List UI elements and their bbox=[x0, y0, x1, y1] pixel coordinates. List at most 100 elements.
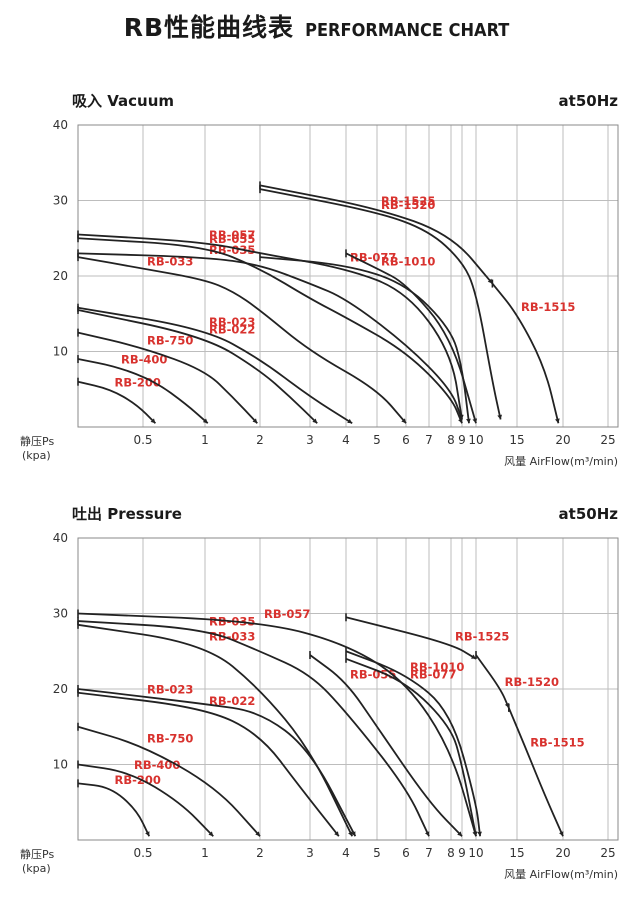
x-tick-label: 20 bbox=[555, 846, 570, 860]
series-label: RB-1010 bbox=[381, 254, 435, 268]
x-axis-label: 风量 AirFlow(m³/min) bbox=[504, 868, 618, 881]
x-tick-label: 4 bbox=[342, 433, 350, 447]
series-label: RB-200 bbox=[115, 375, 161, 389]
x-tick-label: 3 bbox=[306, 433, 314, 447]
series-end-arrow bbox=[559, 831, 564, 837]
x-tick-label: 9 bbox=[458, 433, 466, 447]
series-label: RB-023 bbox=[209, 315, 255, 329]
series-end-arrow bbox=[252, 418, 258, 424]
y-tick-label: 30 bbox=[53, 607, 68, 621]
series-curve-rb-055 bbox=[309, 654, 463, 837]
x-tick-label: 8 bbox=[447, 433, 455, 447]
series-curve-rb-022 bbox=[77, 309, 318, 424]
x-tick-label: 6 bbox=[402, 846, 410, 860]
x-tick-label: 0.5 bbox=[133, 846, 152, 860]
series-label: RB-750 bbox=[147, 334, 193, 348]
x-tick-label: 5 bbox=[373, 846, 381, 860]
series-end-arrow bbox=[477, 831, 482, 837]
series-curve-rb-023 bbox=[77, 688, 357, 837]
x-tick-label: 10 bbox=[468, 846, 483, 860]
series-label: RB-400 bbox=[134, 758, 180, 772]
series-label: RB-400 bbox=[121, 353, 167, 367]
x-tick-label: 2 bbox=[256, 846, 264, 860]
series-label: RB-1010 bbox=[410, 660, 464, 674]
series-curve-rb-033 bbox=[77, 256, 407, 424]
x-tick-label: 1 bbox=[201, 433, 209, 447]
x-axis-label: 风量 AirFlow(m³/min) bbox=[504, 455, 618, 468]
series-label: RB-022 bbox=[209, 322, 255, 336]
series-curve-rb-1010 bbox=[345, 252, 477, 424]
frequency-label: at50Hz bbox=[559, 92, 619, 110]
series-label: RB-057 bbox=[209, 228, 255, 242]
series-label: RB-077 bbox=[410, 667, 456, 681]
series-label: RB-033 bbox=[147, 254, 193, 268]
x-tick-label: 4 bbox=[342, 846, 350, 860]
series-end-arrow bbox=[471, 654, 476, 659]
x-tick-label: 5 bbox=[373, 433, 381, 447]
y-axis-label: 静压Ps bbox=[20, 434, 54, 448]
y-tick-label: 40 bbox=[53, 531, 68, 545]
page-title: RB性能曲线表 PERFORMANCE CHART bbox=[0, 8, 633, 44]
series-end-arrow bbox=[347, 418, 353, 424]
series-end-arrow bbox=[497, 414, 503, 420]
x-tick-label: 8 bbox=[447, 846, 455, 860]
series-curve-rb-1010 bbox=[345, 650, 481, 837]
series-label: RB-057 bbox=[264, 607, 310, 621]
x-tick-label: 25 bbox=[600, 433, 615, 447]
series-end-arrow bbox=[555, 418, 560, 424]
title-cn: RB性能曲线表 bbox=[123, 13, 295, 42]
series-end-arrow bbox=[472, 418, 478, 424]
series-end-arrow bbox=[487, 278, 493, 284]
series-curve-rb-022 bbox=[77, 691, 340, 837]
series-curve-rb-057 bbox=[77, 612, 477, 837]
series-end-arrow bbox=[208, 831, 214, 837]
y-axis-unit: (kpa) bbox=[22, 449, 51, 462]
frequency-label: at50Hz bbox=[559, 505, 619, 523]
series-curve-rb-750 bbox=[77, 331, 258, 424]
series-label: RB-1515 bbox=[530, 735, 584, 749]
series-curve-rb-033 bbox=[77, 623, 354, 837]
series-label: RB-1525 bbox=[455, 630, 509, 644]
series-end-arrow bbox=[312, 418, 318, 424]
x-tick-label: 15 bbox=[509, 433, 524, 447]
series-end-arrow bbox=[458, 414, 464, 420]
x-tick-label: 0.5 bbox=[133, 433, 152, 447]
series-curve-rb-200 bbox=[77, 380, 157, 424]
series-curve-rb-750 bbox=[77, 725, 261, 837]
y-tick-label: 20 bbox=[53, 269, 68, 283]
series-label: RB-022 bbox=[209, 694, 255, 708]
series-curve-rb-200 bbox=[77, 782, 151, 837]
series-curve-rb-1515 bbox=[491, 282, 560, 424]
series-end-arrow bbox=[202, 418, 208, 424]
x-tick-label: 10 bbox=[468, 433, 483, 447]
series-end-arrow bbox=[424, 831, 430, 837]
series-curve-rb-1520 bbox=[475, 654, 510, 709]
series-end-arrow bbox=[457, 831, 462, 837]
x-tick-label: 7 bbox=[425, 846, 433, 860]
y-tick-label: 10 bbox=[53, 758, 68, 772]
x-tick-label: 15 bbox=[509, 846, 524, 860]
series-end-arrow bbox=[401, 418, 406, 424]
series-end-arrow bbox=[334, 831, 339, 837]
series-label: RB-1515 bbox=[521, 300, 575, 314]
series-curve-rb-1515 bbox=[507, 707, 564, 837]
series-curve-rb-035 bbox=[77, 620, 430, 837]
series-label: RB-1525 bbox=[381, 194, 435, 208]
series-curve-rb-077 bbox=[259, 256, 470, 424]
title-en: PERFORMANCE CHART bbox=[305, 20, 510, 41]
x-tick-label: 1 bbox=[201, 846, 209, 860]
series-label: RB-750 bbox=[147, 732, 193, 746]
series-label: RB-1520 bbox=[505, 675, 559, 689]
series-label: RB-200 bbox=[115, 773, 161, 787]
x-tick-label: 3 bbox=[306, 846, 314, 860]
series-end-arrow bbox=[466, 418, 471, 424]
series-curve-rb-055 bbox=[77, 237, 463, 424]
series-curve-rb-077 bbox=[345, 657, 477, 837]
series-curve-rb-1525 bbox=[345, 616, 477, 660]
series-curve-rb-400 bbox=[77, 358, 209, 424]
y-axis-unit: (kpa) bbox=[22, 862, 51, 875]
plot-frame bbox=[77, 124, 619, 428]
series-label: RB-1520 bbox=[381, 198, 435, 212]
series-curve-rb-023 bbox=[77, 306, 353, 424]
